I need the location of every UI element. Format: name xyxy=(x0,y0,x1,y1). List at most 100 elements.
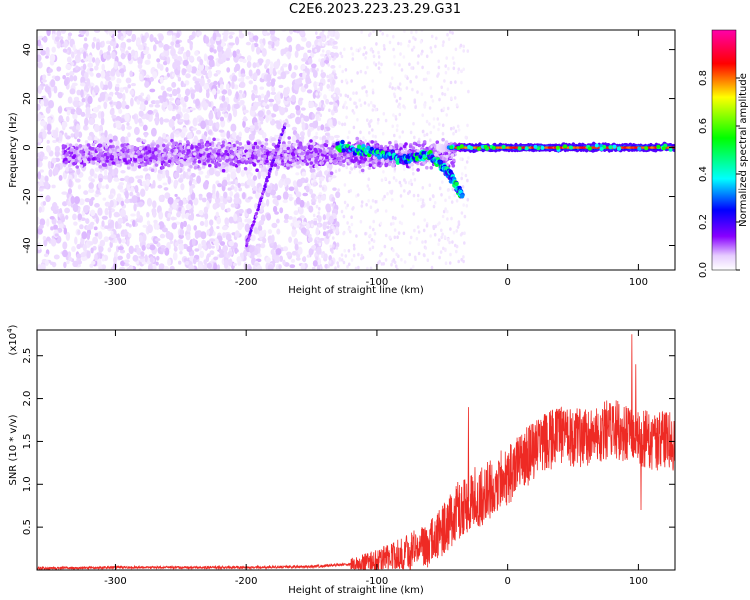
heatmap-cell xyxy=(74,129,79,138)
heatmap-cell xyxy=(91,41,96,49)
heatmap-cell xyxy=(344,68,348,72)
heatmap-cell xyxy=(446,237,450,242)
heatmap-cell xyxy=(266,81,272,87)
heatmap-cell xyxy=(115,196,122,203)
heatmap-cell xyxy=(53,166,59,176)
heatmap-cell xyxy=(177,93,182,99)
heatmap-cell xyxy=(37,171,42,180)
heatmap-cell xyxy=(225,233,232,241)
heatmap-cell xyxy=(67,32,73,37)
heatmap-cell xyxy=(287,140,292,145)
heatmap-cell xyxy=(66,106,72,111)
heatmap-cell xyxy=(202,181,209,190)
heatmap-cell xyxy=(104,207,109,216)
heatmap-cell xyxy=(111,51,116,60)
heatmap-cell xyxy=(43,155,48,160)
heatmap-cell xyxy=(332,40,338,45)
heatmap-cell xyxy=(403,167,406,172)
heatmap-cell xyxy=(408,39,411,44)
heatmap-cell xyxy=(126,125,132,130)
heatmap-cell xyxy=(121,124,126,132)
heatmap-cell xyxy=(174,193,178,197)
heatmap-cell xyxy=(261,47,267,57)
heatmap-cell xyxy=(228,112,232,122)
heatmap-cell xyxy=(77,260,83,265)
heatmap-cell xyxy=(273,61,280,70)
heatmap-cell xyxy=(215,121,220,129)
heatmap-cell xyxy=(88,241,94,246)
heatmap-cell xyxy=(85,30,90,37)
heatmap-cell xyxy=(221,225,228,231)
heatmap-cell xyxy=(85,106,91,116)
heatmap-cell xyxy=(372,219,376,224)
heatmap-cell xyxy=(348,130,351,134)
heatmap-cell xyxy=(179,251,183,255)
heatmap-cell xyxy=(204,65,209,72)
heatmap-cell xyxy=(443,235,447,239)
heatmap-cell xyxy=(352,243,356,248)
heatmap-cell xyxy=(83,71,89,80)
heatmap-cell xyxy=(131,165,138,172)
heatmap-cell xyxy=(402,231,406,236)
heatmap-cell xyxy=(307,57,313,65)
heatmap-cell xyxy=(391,124,395,129)
heatmap-cell xyxy=(224,162,229,167)
heatmap-cell xyxy=(200,120,207,130)
heatmap-cell xyxy=(69,126,75,130)
heatmap-cell xyxy=(161,165,165,170)
heatmap-cell xyxy=(386,192,389,196)
heatmap-cell xyxy=(154,100,161,105)
heatmap-cell xyxy=(278,179,284,189)
heatmap-cell xyxy=(467,89,470,94)
heatmap-cell xyxy=(83,205,89,214)
heatmap-cell xyxy=(175,40,180,45)
heatmap-cell xyxy=(352,125,356,130)
heatmap-cell xyxy=(143,49,149,55)
heatmap-cell xyxy=(125,104,130,110)
heatmap-cell xyxy=(70,133,75,138)
heatmap-cell xyxy=(132,254,139,262)
heatmap-cell xyxy=(299,215,305,219)
heatmap-cell xyxy=(456,225,460,229)
heatmap-cell xyxy=(244,223,251,233)
heatmap-cell xyxy=(184,88,191,96)
heatmap-cell xyxy=(412,193,416,198)
heatmap-cell xyxy=(37,85,42,94)
heatmap-cell xyxy=(127,232,132,238)
heatmap-cell xyxy=(342,105,345,109)
heatmap-cell xyxy=(215,190,220,199)
heatmap-cell xyxy=(304,83,309,89)
heatmap-cell xyxy=(301,221,307,226)
heatmap-cell xyxy=(364,231,367,236)
heatmap-cell xyxy=(67,164,72,168)
heatmap-cell xyxy=(188,264,195,270)
heatmap-cell xyxy=(64,215,69,220)
heatmap-cell xyxy=(380,62,383,67)
heatmap-cell xyxy=(137,178,142,184)
heatmap-cell xyxy=(102,197,107,201)
heatmap-cell xyxy=(91,57,96,63)
heatmap-cell xyxy=(443,79,446,83)
heatmap-cell xyxy=(308,233,312,238)
heatmap-cell xyxy=(449,126,453,131)
heatmap-cell xyxy=(437,127,440,132)
heatmap-cell xyxy=(333,93,336,98)
heatmap-cell xyxy=(208,59,215,68)
heatmap-cell xyxy=(226,130,231,140)
heatmap-cell xyxy=(72,44,76,51)
heatmap-cell xyxy=(46,30,51,37)
heatmap-cell xyxy=(464,135,468,140)
heatmap-cell xyxy=(440,228,443,233)
heatmap-cell xyxy=(326,225,330,230)
heatmap-cell xyxy=(466,123,469,128)
heatmap-cell xyxy=(63,261,67,269)
heatmap-cell xyxy=(395,128,399,132)
heatmap-cell xyxy=(227,250,234,257)
heatmap-cell xyxy=(79,164,83,168)
heatmap-cell xyxy=(247,252,251,257)
heatmap-cell xyxy=(371,134,375,138)
heatmap-cell xyxy=(72,213,77,221)
heatmap-cell xyxy=(417,54,420,58)
heatmap-cell xyxy=(135,244,139,249)
heatmap-cell xyxy=(101,167,105,171)
